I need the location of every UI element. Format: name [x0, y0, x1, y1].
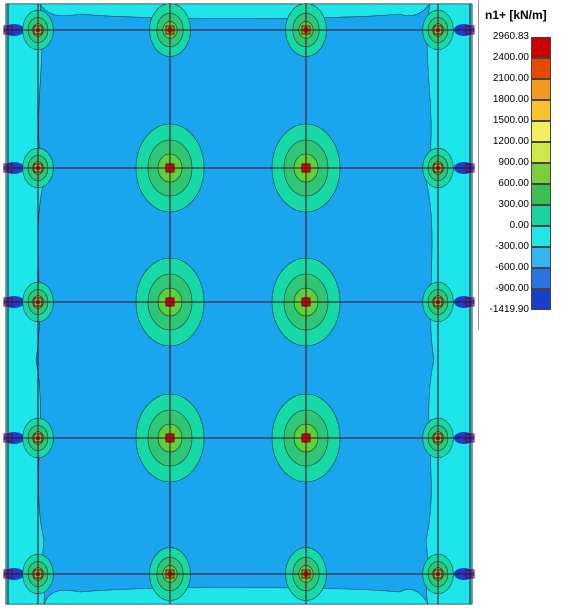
column-node [33, 433, 43, 443]
legend-color-swatch [531, 58, 551, 79]
column-node [433, 163, 443, 173]
edge-band-bottom [43, 587, 429, 605]
column-node [301, 163, 311, 173]
legend-color-swatch [531, 184, 551, 205]
column-node [301, 433, 311, 443]
column-node [433, 433, 443, 443]
legend-color-swatch [531, 163, 551, 184]
edge-band-top [39, 3, 431, 19]
legend-level-label: 1200.00 [492, 136, 529, 147]
slab-field [5, 3, 473, 605]
legend-color-swatch [531, 37, 551, 58]
column-node [301, 297, 311, 307]
legend-level-label: 0.00 [509, 220, 529, 231]
column-node [301, 569, 311, 579]
legend-color-swatch [531, 289, 551, 310]
legend-level-label: -900.00 [495, 283, 529, 294]
legend-color-swatch [531, 268, 551, 289]
column-node [165, 433, 175, 443]
legend-color-swatch [531, 142, 551, 163]
column-node [165, 163, 175, 173]
legend-level-label: 300.00 [498, 199, 529, 210]
column-node [165, 569, 175, 579]
column-node [3, 433, 13, 443]
column-node [165, 297, 175, 307]
column-node [433, 297, 443, 307]
legend-level-label: -1419.90 [489, 304, 529, 315]
column-node [33, 163, 43, 173]
legend-color-swatch [531, 100, 551, 121]
legend-color-swatch [531, 79, 551, 100]
column-node [3, 569, 13, 579]
column-node [3, 163, 13, 173]
legend-level-label: 900.00 [498, 157, 529, 168]
column-node [3, 25, 13, 35]
legend-level-label: 1500.00 [492, 115, 529, 126]
column-node [301, 25, 311, 35]
legend-color-swatch [531, 205, 551, 226]
legend-level-label: 2960.83 [492, 31, 529, 42]
color-legend-panel: n1+ [kN/m] 2960.83 2400.00 2100.00 1800.00 1… [478, 0, 561, 330]
column-node [33, 25, 43, 35]
column-node [433, 569, 443, 579]
legend-level-label: 2100.00 [492, 73, 529, 84]
column-node [3, 297, 13, 307]
column-node [433, 25, 443, 35]
column-node [165, 25, 175, 35]
legend-level-label: 2400.00 [492, 52, 529, 63]
column-node [465, 569, 475, 579]
contour-plot [3, 3, 475, 605]
legend-color-swatch [531, 247, 551, 268]
legend-level-label: -300.00 [495, 241, 529, 252]
column-node [465, 163, 475, 173]
column-node [465, 25, 475, 35]
legend-title: n1+ [kN/m] [485, 8, 547, 22]
legend-color-swatch [531, 226, 551, 247]
column-node [465, 297, 475, 307]
legend-level-label: -600.00 [495, 262, 529, 273]
legend-level-label: 600.00 [498, 178, 529, 189]
column-node [465, 433, 475, 443]
column-node [33, 569, 43, 579]
legend-level-label: 1800.00 [492, 94, 529, 105]
legend-color-swatch [531, 121, 551, 142]
column-node [33, 297, 43, 307]
